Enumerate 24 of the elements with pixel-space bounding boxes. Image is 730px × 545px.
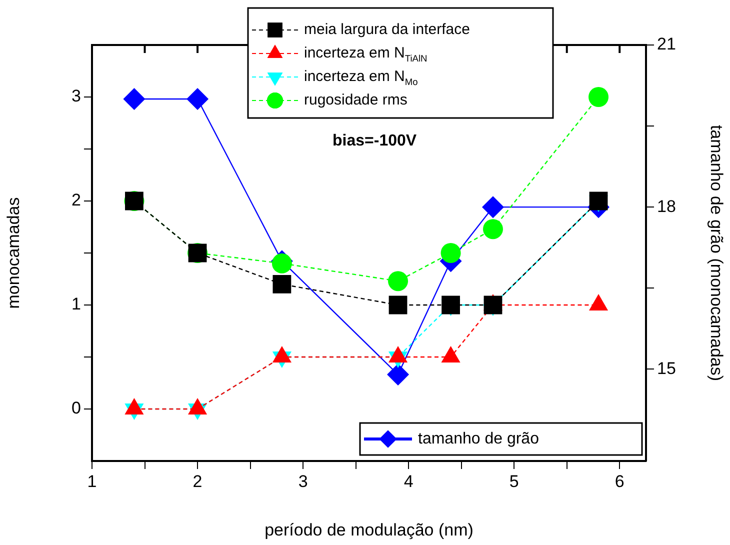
legend-label: meia largura da interface bbox=[304, 21, 470, 38]
x-tick-label: 2 bbox=[192, 472, 202, 491]
annotation: bias=-100V bbox=[332, 132, 417, 150]
x-tick-label: 3 bbox=[298, 472, 308, 491]
y2-tick-label: 21 bbox=[657, 34, 676, 54]
y2-tick-label: 18 bbox=[657, 196, 676, 216]
y2-axis-title: tamanho de grão (monocamadas) bbox=[707, 124, 726, 382]
y-tick-label: 2 bbox=[72, 190, 81, 210]
legend-label: rugosidade rms bbox=[304, 92, 408, 109]
x-axis-title: período de modulação (nm) bbox=[264, 520, 474, 540]
y-tick-label: 3 bbox=[72, 86, 81, 106]
x-tick-label: 4 bbox=[404, 472, 414, 491]
y-axis-title: monocamadas bbox=[4, 197, 23, 309]
point bbox=[123, 88, 146, 110]
y2-tick-label: 15 bbox=[657, 358, 676, 378]
x-tick-label: 5 bbox=[509, 472, 519, 491]
y-tick-label: 1 bbox=[72, 294, 81, 314]
y-tick-label: 0 bbox=[72, 398, 81, 418]
point bbox=[387, 364, 410, 386]
legend-label: tamanho de grão bbox=[418, 430, 540, 448]
x-tick-label: 1 bbox=[87, 472, 97, 491]
point bbox=[186, 88, 209, 110]
x-tick-label: 6 bbox=[614, 472, 624, 491]
point bbox=[482, 196, 504, 218]
